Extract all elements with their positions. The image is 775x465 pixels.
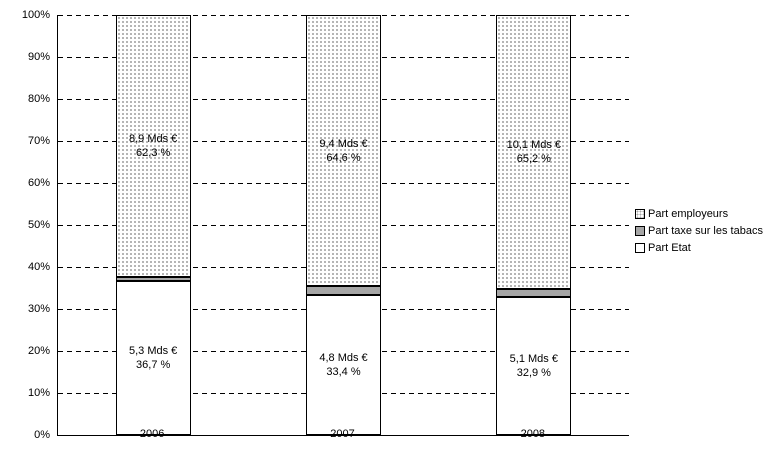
bar-2008-segment-part-etat: 5,1 Mds €32,9 %	[496, 296, 572, 435]
y-tick-label-0: 0%	[34, 429, 50, 441]
bar-2008-segment-part-employeurs: 10,1 Mds €65,2 %	[496, 15, 572, 289]
legend-item-part-etat: Part Etat	[635, 239, 763, 256]
bar-2006-segment-part-etat: 5,3 Mds €36,7 %	[115, 280, 191, 435]
data-label-amount-2007-part-employeurs: 9,4 Mds €	[319, 137, 368, 150]
y-tick-label-30: 30%	[27, 303, 50, 315]
data-label-amount-2006-part-etat: 5,3 Mds €	[129, 344, 178, 357]
data-label-percent-2008-part-employeurs: 65,2 %	[516, 152, 551, 165]
y-tick-label-20: 20%	[27, 345, 50, 357]
legend-label-part-employeurs: Part employeurs	[648, 207, 729, 220]
y-tick-label-90: 90%	[27, 51, 50, 63]
legend-swatch-icon-part-etat	[635, 242, 645, 253]
y-tick-label-80: 80%	[27, 93, 50, 105]
x-tick-label-2008: 2008	[520, 428, 546, 440]
data-label-percent-2006-part-employeurs: 62,3 %	[136, 146, 171, 159]
bar-2007-segment-part-taxe-sur-les-tabacs	[306, 286, 381, 295]
data-label-amount-2008-part-employeurs: 10,1 Mds €	[506, 138, 562, 151]
legend-item-part-employeurs: Part employeurs	[635, 205, 763, 222]
x-tick-label-2006: 2006	[139, 428, 165, 440]
legend-swatch-icon-part-taxe-sur-les-tabacs	[635, 225, 645, 236]
y-tick-label-60: 60%	[27, 177, 50, 189]
bar-2006-segment-part-taxe-sur-les-tabacs	[115, 276, 191, 281]
data-label-amount-2006-part-employeurs: 8,9 Mds €	[129, 132, 178, 145]
y-tick-label-70: 70%	[27, 135, 50, 147]
bar-2007-segment-part-etat: 4,8 Mds €33,4 %	[306, 294, 381, 435]
bar-2006-segment-part-employeurs: 8,9 Mds €62,3 %	[115, 15, 191, 277]
y-tick-label-10: 10%	[27, 387, 50, 399]
data-label-percent-2006-part-etat: 36,7 %	[136, 358, 171, 371]
bar-2007-segment-part-employeurs: 9,4 Mds €64,6 %	[306, 15, 381, 287]
x-tick-label-2007: 2007	[330, 428, 355, 440]
data-label-amount-2008-part-etat: 5,1 Mds €	[509, 352, 558, 365]
data-label-percent-2007-part-etat: 33,4 %	[326, 365, 361, 378]
y-tick-label-50: 50%	[27, 219, 50, 231]
plot-area: 8,9 Mds €62,3 % 5,3 Mds €36,7 % 9,4 Mds €6…	[57, 15, 629, 436]
legend-label-part-taxe-sur-les-tabacs: Part taxe sur les tabacs	[648, 224, 763, 237]
data-label-amount-2007-part-etat: 4,8 Mds €	[319, 351, 368, 364]
legend-item-part-taxe-sur-les-tabacs: Part taxe sur les tabacs	[635, 222, 763, 239]
bar-2008-segment-part-taxe-sur-les-tabacs	[496, 288, 572, 297]
legend-swatch-icon-part-employeurs	[635, 208, 645, 219]
data-label-percent-2008-part-etat: 32,9 %	[516, 366, 551, 379]
bar-2006: 8,9 Mds €62,3 % 5,3 Mds €36,7 %	[115, 15, 191, 435]
legend-label-part-etat: Part Etat	[648, 241, 691, 254]
y-tick-label-40: 40%	[27, 261, 50, 273]
bar-2008: 10,1 Mds €65,2 % 5,1 Mds €32,9 %	[496, 15, 572, 435]
data-label-percent-2007-part-employeurs: 64,6 %	[326, 151, 361, 164]
bar-2007: 9,4 Mds €64,6 % 4,8 Mds €33,4 %	[306, 15, 381, 435]
legend: Part employeurs Part taxe sur les tabacs P…	[635, 205, 763, 256]
y-tick-label-100: 100%	[21, 9, 50, 21]
